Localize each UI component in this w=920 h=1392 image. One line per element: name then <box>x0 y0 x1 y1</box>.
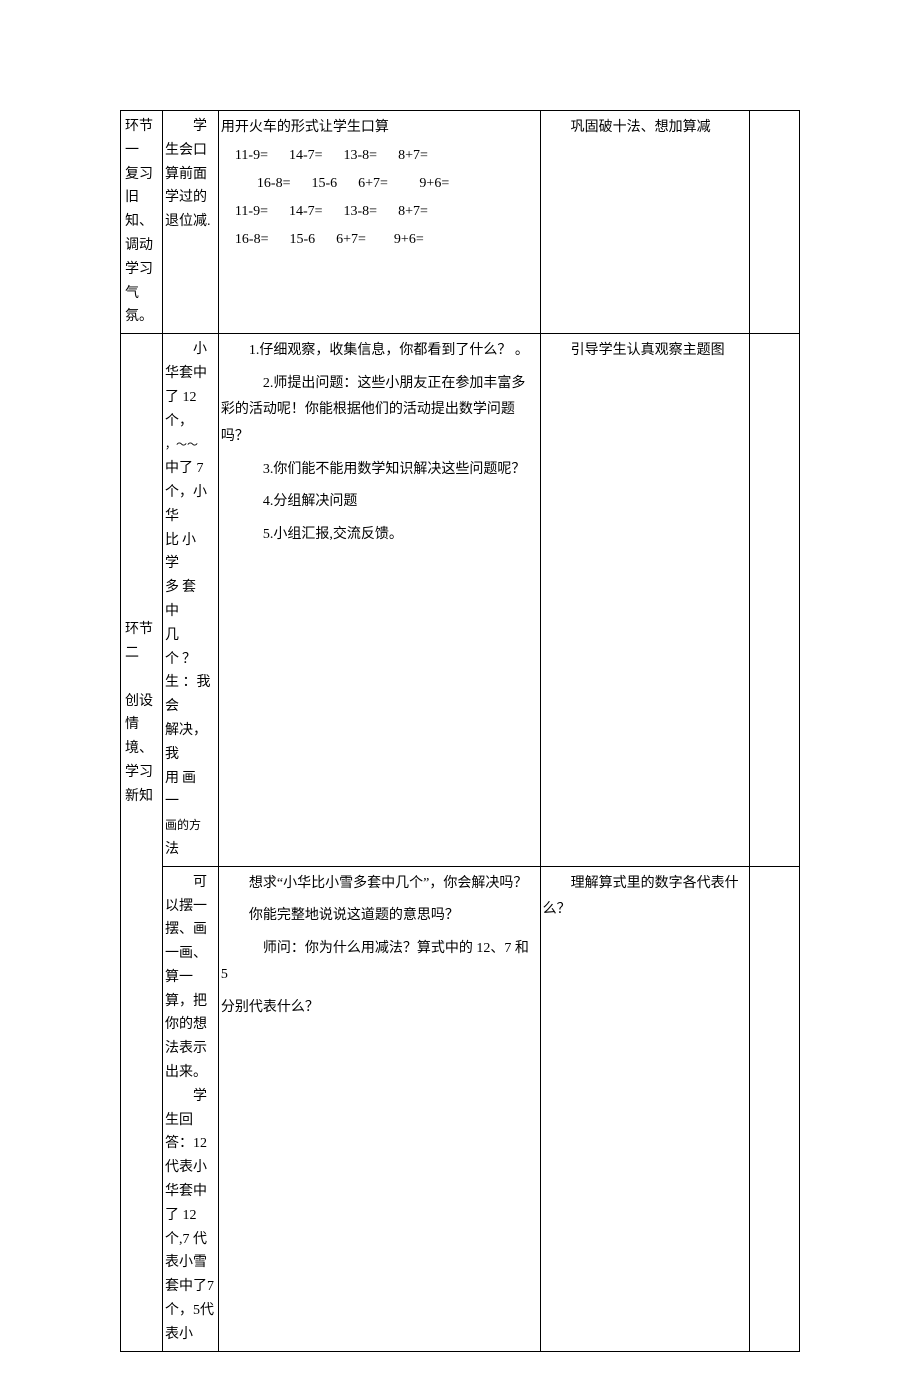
intent-text: 引导学生认真观察主题图 <box>543 338 747 365</box>
student-activity-text: 学生会口算前面学过的退位减. <box>165 115 216 234</box>
student-activity-text: 可以摆一摆、画一画、算一算，把你的想法表示出来。 学生回答：12 代表小华套中了… <box>165 871 216 1347</box>
teacher-activity: 1.仔细观察，收集信息，你都看到了什么？ 。 2.师提出问题：这些小朋友正在参加… <box>218 334 540 867</box>
section-2-label: 环节 二 创设 情 境、 学习 新知 <box>123 618 160 808</box>
table-row: 可以摆一摆、画一画、算一算，把你的想法表示出来。 学生回答：12 代表小华套中了… <box>121 866 800 1351</box>
activity-line: 2.师提出问题：这些小朋友正在参加丰富多彩的活动呢！你能根据他们的活动提出数学问… <box>221 371 538 451</box>
intent-text: 理解算式里的数字各代表什么？ <box>543 871 747 924</box>
section-1-label: 环节 一 复习 旧 知、 调动 学习 气 氛。 <box>123 115 160 329</box>
design-intent: 巩固破十法、想加算减 <box>540 111 749 334</box>
activity-line: 5.小组汇报,交流反馈。 <box>221 522 538 549</box>
lesson-plan-table: 环节 一 复习 旧 知、 调动 学习 气 氛。 学生会口算前面学过的退位减. 用… <box>120 110 800 1352</box>
student-activity: 学生会口算前面学过的退位减. <box>162 111 218 334</box>
student-activity: 可以摆一摆、画一画、算一算，把你的想法表示出来。 学生回答：12 代表小华套中了… <box>162 866 218 1351</box>
activity-line: 4.分组解决问题 <box>221 489 538 516</box>
activity-line: 分别代表什么？ <box>221 995 538 1022</box>
section-label: 环节 一 复习 旧 知、 调动 学习 气 氛。 <box>121 111 163 334</box>
intent-text: 巩固破十法、想加算减 <box>543 115 747 142</box>
table-row: 环节 二 创设 情 境、 学习 新知 小华套中了 12 个，，～～中了 7个，小… <box>121 334 800 867</box>
activity-line: 你能完整地说说这道题的意思吗？ <box>221 903 538 930</box>
activity-line: 1.仔细观察，收集信息，你都看到了什么？ 。 <box>221 338 538 365</box>
math-expressions: 16-8= 15-6 6+7= 9+6= <box>221 226 538 254</box>
teacher-activity: 用开火车的形式让学生口算 11-9= 14-7= 13-8= 8+7= 16-8… <box>218 111 540 334</box>
math-expressions: 11-9= 14-7= 13-8= 8+7= <box>221 142 538 170</box>
intro-text: 用开火车的形式让学生口算 <box>221 115 538 142</box>
math-expressions: 11-9= 14-7= 13-8= 8+7= <box>221 198 538 226</box>
section-label: 环节 二 创设 情 境、 学习 新知 <box>121 334 163 1351</box>
design-intent: 引导学生认真观察主题图 <box>540 334 749 867</box>
activity-line: 3.你们能不能用数学知识解决这些问题呢？ <box>221 457 538 484</box>
notes <box>750 334 800 867</box>
student-activity: 小华套中了 12 个，，～～中了 7个，小华比小学多套中几个？生 ：我 会解决，… <box>162 334 218 867</box>
teacher-activity: 想求“小华比小雪多套中几个”，你会解决吗？ 你能完整地说说这道题的意思吗？ 师问… <box>218 866 540 1351</box>
notes <box>750 866 800 1351</box>
activity-line: 师问：你为什么用减法？算式中的 12、7 和 5 <box>221 936 538 989</box>
design-intent: 理解算式里的数字各代表什么？ <box>540 866 749 1351</box>
math-expressions: 16-8= 15-6 6+7= 9+6= <box>221 170 538 198</box>
activity-line: 想求“小华比小雪多套中几个”，你会解决吗？ <box>221 871 538 898</box>
notes <box>750 111 800 334</box>
table-row: 环节 一 复习 旧 知、 调动 学习 气 氛。 学生会口算前面学过的退位减. 用… <box>121 111 800 334</box>
